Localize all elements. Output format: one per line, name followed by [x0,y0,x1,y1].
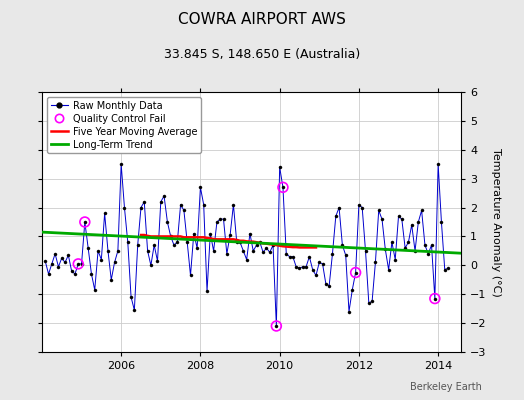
Point [352,269,360,276]
Legend: Raw Monthly Data, Quality Control Fail, Five Year Moving Average, Long-Term Tren: Raw Monthly Data, Quality Control Fail, … [47,97,201,153]
Point [431,295,439,302]
Text: 33.845 S, 148.650 E (Australia): 33.845 S, 148.650 E (Australia) [164,48,360,61]
Text: Berkeley Earth: Berkeley Earth [410,382,482,392]
Y-axis label: Temperature Anomaly (°C): Temperature Anomaly (°C) [490,148,500,296]
Point [279,184,287,190]
Text: COWRA AIRPORT AWS: COWRA AIRPORT AWS [178,12,346,27]
Point [74,261,82,267]
Point [272,323,280,329]
Point [81,219,89,225]
